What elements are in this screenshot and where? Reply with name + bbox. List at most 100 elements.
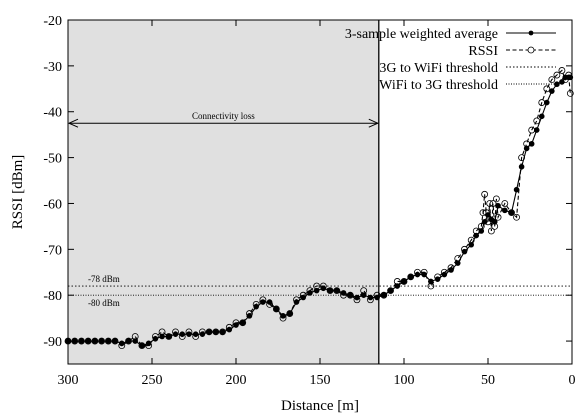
point: [393, 278, 401, 285]
point: [566, 89, 574, 97]
point: [501, 207, 508, 214]
point: [286, 310, 294, 317]
y-tick-label: -30: [43, 60, 62, 75]
point: [554, 81, 560, 88]
point: [491, 222, 499, 230]
point: [232, 319, 240, 327]
point: [166, 333, 172, 340]
point: [165, 333, 173, 340]
point: [78, 338, 85, 344]
point: [205, 328, 213, 336]
point: [366, 296, 374, 304]
y-axis-title: RSSI [dBm]: [10, 155, 26, 230]
x-tick-label: 300: [58, 373, 79, 388]
point: [125, 337, 132, 345]
point: [387, 287, 394, 294]
point: [333, 287, 341, 295]
point: [273, 306, 280, 312]
point: [84, 337, 92, 345]
point: [501, 200, 509, 207]
point: [454, 255, 462, 262]
legend-marker-1: [528, 30, 534, 36]
point: [440, 268, 448, 276]
x-tick-label: 0: [569, 373, 576, 388]
point: [538, 99, 546, 106]
point: [492, 195, 500, 203]
point: [213, 329, 219, 335]
point: [454, 260, 461, 266]
y-tick-label: -20: [43, 14, 62, 29]
point: [487, 227, 495, 235]
point: [198, 328, 206, 336]
point: [394, 283, 401, 289]
point: [484, 218, 492, 226]
threshold-label-2: -80 dBm: [88, 298, 120, 308]
point: [98, 338, 105, 344]
point: [252, 300, 260, 308]
point: [508, 209, 515, 217]
connectivity-loss-annotation: Connectivity loss: [67, 111, 380, 128]
point: [286, 310, 293, 317]
point: [353, 296, 361, 304]
point: [414, 268, 421, 276]
point: [279, 314, 287, 322]
point: [360, 292, 367, 299]
point: [387, 287, 394, 295]
point: [313, 287, 320, 294]
legend-label-3: 3G to WiFi threshold: [379, 61, 498, 76]
point: [91, 337, 99, 345]
point: [481, 190, 489, 198]
point: [447, 264, 455, 272]
point: [518, 154, 525, 162]
point: [85, 338, 91, 344]
point: [131, 333, 139, 340]
point: [494, 213, 502, 221]
point: [327, 287, 333, 294]
point: [543, 85, 551, 93]
point: [523, 145, 530, 152]
point: [159, 333, 165, 340]
point: [138, 342, 146, 350]
point: [381, 292, 387, 299]
point: [139, 342, 145, 349]
point: [145, 342, 153, 350]
point: [346, 291, 354, 299]
point: [489, 200, 497, 207]
point: [508, 209, 515, 216]
x-axis-title: Distance [m]: [281, 398, 359, 414]
legend-label-2: RSSI: [468, 44, 498, 59]
point: [319, 282, 327, 290]
point: [293, 296, 300, 304]
point: [192, 333, 200, 340]
x-tick-label: 250: [142, 373, 163, 388]
point: [266, 300, 274, 308]
point: [518, 163, 525, 170]
point: [185, 328, 193, 336]
point: [360, 287, 368, 295]
legend-marker-2: [527, 46, 535, 54]
point: [513, 186, 520, 193]
point: [125, 338, 132, 344]
point: [473, 232, 480, 239]
point: [427, 282, 435, 290]
point: [112, 338, 118, 344]
y-tick-label: -40: [43, 106, 62, 121]
point: [482, 209, 490, 217]
point: [98, 337, 105, 345]
y-axis: -20 -30 -40 -50 -60 -70 -80 -90: [43, 14, 572, 350]
point: [347, 292, 354, 299]
point: [495, 202, 501, 209]
point: [118, 342, 126, 350]
point: [151, 333, 159, 340]
legend-label-4: WiFi to 3G threshold: [379, 78, 498, 93]
point: [461, 245, 468, 253]
x-tick-label: 100: [394, 373, 415, 388]
point: [104, 337, 112, 345]
point: [491, 219, 498, 225]
point: [486, 200, 494, 207]
connectivity-loss-label: Connectivity loss: [192, 111, 255, 121]
y-tick-label: -90: [43, 335, 62, 350]
point: [380, 291, 388, 299]
point: [78, 337, 85, 345]
